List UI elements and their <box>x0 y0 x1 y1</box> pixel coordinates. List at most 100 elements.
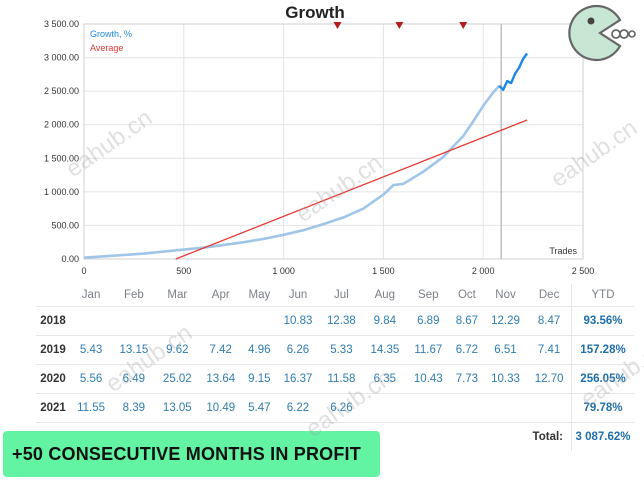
y-tick-label: 0.00 <box>61 254 79 264</box>
x-tick-label: 1 000 <box>272 266 295 276</box>
growth-series-line <box>498 52 529 92</box>
month-value-cell: 14.35 <box>363 335 407 365</box>
y-tick-label: 2 000.00 <box>44 120 79 130</box>
x-tick-label: 1 500 <box>372 266 395 276</box>
month-value-cell: 13.64 <box>199 364 243 394</box>
month-value-cell: 13.05 <box>155 393 200 423</box>
month-value-cell <box>363 393 407 423</box>
x-tick-label: 2 000 <box>472 266 495 276</box>
month-value-cell: 7.41 <box>527 335 572 365</box>
month-value-cell: 12.70 <box>527 364 572 394</box>
pacman-logo-icon <box>558 4 636 67</box>
total-label: Total: <box>532 431 563 443</box>
month-value-cell <box>70 306 113 336</box>
month-header: Feb <box>112 284 156 307</box>
x-tick-label: 2 500 <box>572 266 595 276</box>
month-value-cell: 8.67 <box>450 306 484 336</box>
month-value-cell: 4.96 <box>242 335 277 365</box>
y-tick-label: 500.00 <box>51 220 79 230</box>
month-value-cell: 5.47 <box>242 393 277 423</box>
y-tick-label: 1 000.00 <box>44 187 79 197</box>
y-tick-label: 2 500.00 <box>44 86 79 96</box>
month-header: Nov <box>483 284 528 307</box>
deposit-marker-icon <box>459 22 468 29</box>
year-cell: 2019 <box>36 335 70 365</box>
deposit-marker-icon <box>395 22 404 29</box>
ytd-header: YTD <box>571 284 634 307</box>
month-value-cell: 6.26 <box>276 335 320 365</box>
month-value-cell: 25.02 <box>155 364 200 394</box>
month-value-cell: 10.33 <box>483 364 528 394</box>
month-value-cell <box>450 393 484 423</box>
month-header: Mar <box>155 284 200 307</box>
ytd-cell: 93.56% <box>571 306 634 336</box>
month-value-cell: 6.22 <box>276 393 320 423</box>
year-cell: 2020 <box>36 364 70 394</box>
month-value-cell: 7.73 <box>450 364 484 394</box>
month-header: Dec <box>527 284 572 307</box>
month-value-cell <box>527 393 572 423</box>
month-value-cell: 16.37 <box>276 364 320 394</box>
month-value-cell: 10.83 <box>276 306 320 336</box>
year-cell: 2018 <box>36 306 70 336</box>
month-header: Jul <box>319 284 364 307</box>
month-value-cell: 10.43 <box>406 364 450 394</box>
month-value-cell: 8.47 <box>527 306 572 336</box>
x-axis-label: Trades <box>549 246 577 256</box>
table-row: 2021 11.55 8.39 13.05 10.49 5.47 6.22 6.26 79.78… <box>36 393 634 423</box>
month-value-cell: 9.84 <box>363 306 407 336</box>
month-value-cell: 8.39 <box>112 393 156 423</box>
promo-banner-text: +50 CONSECUTIVE MONTHS IN PROFIT <box>12 443 361 464</box>
month-header: Aug <box>363 284 407 307</box>
month-value-cell: 6.35 <box>363 364 407 394</box>
table-row: 2020 5.56 6.49 25.02 13.64 9.15 16.37 11.58 6.35… <box>36 364 634 394</box>
chart-title: Growth <box>285 3 345 22</box>
month-value-cell: 5.33 <box>319 335 364 365</box>
legend-average: Average <box>90 43 123 53</box>
month-value-cell: 7.42 <box>199 335 243 365</box>
legend-growth: Growth, % <box>90 29 132 39</box>
total-value: 3 087.62% <box>571 422 634 451</box>
month-value-cell: 6.49 <box>112 364 156 394</box>
month-header: Jan <box>70 284 113 307</box>
year-cell: 2021 <box>36 393 70 423</box>
x-tick-label: 0 <box>81 266 86 276</box>
month-header: Jun <box>276 284 320 307</box>
month-header: Apr <box>199 284 243 307</box>
growth-series-line <box>83 84 501 259</box>
month-value-cell <box>112 306 156 336</box>
month-value-cell: 12.29 <box>483 306 528 336</box>
ytd-cell: 79.78% <box>571 393 634 423</box>
average-series-line <box>175 119 528 260</box>
month-value-cell <box>242 306 277 336</box>
month-value-cell: 13.15 <box>112 335 156 365</box>
month-value-cell: 6.72 <box>450 335 484 365</box>
month-value-cell: 9.15 <box>242 364 277 394</box>
month-value-cell <box>199 306 243 336</box>
month-value-cell: 11.58 <box>319 364 364 394</box>
promo-banner: +50 CONSECUTIVE MONTHS IN PROFIT <box>3 431 380 477</box>
month-value-cell <box>155 306 200 336</box>
deposit-marker-icon <box>333 22 342 29</box>
month-header: Sep <box>406 284 450 307</box>
month-header: Oct <box>450 284 484 307</box>
month-value-cell: 6.26 <box>319 393 364 423</box>
y-tick-label: 3 500.00 <box>44 19 79 29</box>
total-row: Total: 3 087.62% <box>36 422 634 451</box>
table-row: 2019 5.43 13.15 9.62 7.42 4.96 6.26 5.33 14.35 11… <box>36 335 634 365</box>
x-tick-label: 500 <box>176 266 191 276</box>
month-value-cell: 11.55 <box>70 393 113 423</box>
plot-frame <box>83 23 584 260</box>
month-value-cell: 6.89 <box>406 306 450 336</box>
table-header-row: Jan Feb Mar Apr May Jun Jul Aug Sep Oct … <box>36 284 634 307</box>
month-value-cell <box>406 393 450 423</box>
monthly-returns-table: Jan Feb Mar Apr May Jun Jul Aug Sep Oct … <box>36 284 634 451</box>
y-tick-label: 1 500.00 <box>44 153 79 163</box>
month-value-cell: 5.56 <box>70 364 113 394</box>
growth-chart: Growth 0.00 500.00 1 000.00 1 500.00 2 000.0… <box>44 3 595 276</box>
month-header: May <box>242 284 277 307</box>
ytd-cell: 256.05% <box>571 364 634 394</box>
y-tick-label: 3 000.00 <box>44 53 79 63</box>
month-value-cell: 6.51 <box>483 335 528 365</box>
month-value-cell: 11.67 <box>406 335 450 365</box>
